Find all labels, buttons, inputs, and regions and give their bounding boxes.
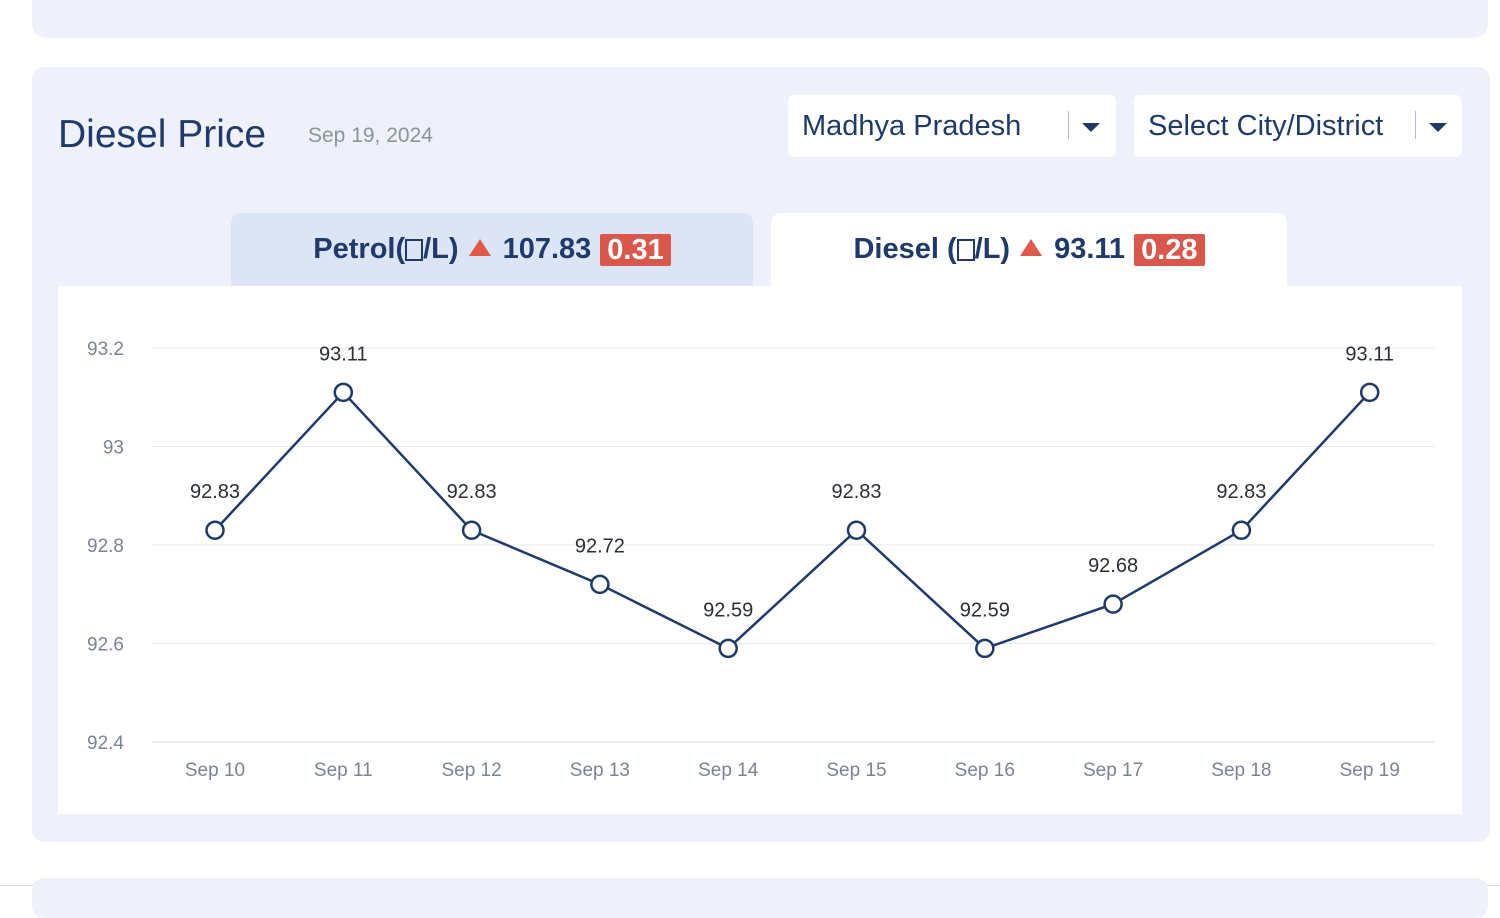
x-tick-label: Sep 18	[1211, 760, 1271, 781]
city-select-value: Select City/District	[1148, 110, 1384, 142]
data-point	[1103, 594, 1123, 614]
data-label: 92.83	[831, 481, 881, 503]
data-point	[1231, 520, 1252, 540]
diesel-price-line-chart: 92.4 92.6 92.8 93 93.2 Sep 10 Sep 11 Sep 12 Sep …	[87, 339, 1434, 781]
city-select[interactable]: Select City/District	[1134, 95, 1462, 157]
data-label: 93.11	[1345, 343, 1394, 365]
petrol-change-badge: 0.31	[600, 233, 671, 266]
data-label: 92.83	[1216, 481, 1266, 503]
x-tick-label: Sep 15	[826, 760, 886, 781]
x-tick-label: Sep 12	[441, 760, 501, 781]
x-tick-label: Sep 13	[570, 760, 630, 781]
chevron-down-icon[interactable]	[1429, 123, 1447, 132]
diesel-price: 93.11	[1054, 233, 1126, 265]
rupee-symbol-icon	[956, 238, 975, 261]
select-separator	[1068, 111, 1069, 139]
petrol-tab-label-start: Petrol(	[313, 233, 406, 265]
diesel-tab-label-end: /L)	[974, 233, 1011, 265]
diesel-change-badge: 0.28	[1134, 233, 1205, 266]
y-tick-label: 92.4	[87, 733, 124, 754]
data-point	[205, 520, 225, 540]
tab-diesel[interactable]: Diesel ( /L) 93.11 0.28	[771, 213, 1287, 286]
x-tick-label: Sep 17	[1083, 760, 1143, 781]
page-title: Diesel Price	[58, 113, 267, 156]
data-label: 92.59	[703, 599, 753, 621]
data-point	[975, 638, 995, 659]
data-point	[333, 382, 354, 403]
data-point	[846, 520, 867, 540]
x-tick-label: Sep 10	[185, 760, 245, 781]
data-label: 93.11	[319, 343, 368, 365]
state-select-value: Madhya Pradesh	[802, 110, 1022, 142]
data-point	[461, 520, 482, 540]
arrow-up-icon	[468, 239, 491, 256]
petrol-tab-label-end: /L)	[423, 233, 459, 265]
y-tick-label: 92.6	[87, 635, 124, 656]
data-label: 92.59	[960, 599, 1010, 621]
x-tick-label: Sep 11	[314, 760, 373, 781]
y-tick-label: 93	[103, 438, 124, 459]
tab-petrol[interactable]: Petrol( /L) 107.83 0.31	[231, 213, 753, 286]
data-point	[1359, 382, 1380, 403]
data-label: 92.68	[1088, 555, 1138, 577]
rupee-symbol-icon	[405, 238, 424, 261]
diesel-tab-label-start: Diesel (	[853, 233, 957, 265]
previous-card	[32, 0, 1488, 38]
x-tick-label: Sep 19	[1340, 760, 1400, 781]
arrow-up-icon	[1020, 239, 1043, 256]
data-label: 92.72	[575, 535, 625, 557]
select-separator	[1415, 111, 1416, 139]
series-line	[214, 391, 1371, 650]
next-card	[32, 878, 1488, 918]
x-tick-label: Sep 16	[955, 760, 1015, 781]
price-date: Sep 19, 2024	[308, 124, 433, 147]
data-label: 92.83	[190, 481, 240, 503]
chevron-down-icon[interactable]	[1082, 123, 1100, 132]
petrol-price: 107.83	[502, 233, 592, 265]
data-point	[718, 638, 738, 659]
chart-panel: 92.4 92.6 92.8 93 93.2 Sep 10 Sep 11 Sep 12 Sep …	[58, 286, 1462, 814]
x-tick-label: Sep 14	[698, 760, 759, 781]
data-label: 92.83	[447, 481, 497, 503]
data-point	[590, 574, 610, 595]
y-tick-label: 92.8	[87, 536, 124, 557]
state-select[interactable]: Madhya Pradesh	[788, 95, 1116, 157]
y-tick-label: 93.2	[87, 339, 124, 360]
